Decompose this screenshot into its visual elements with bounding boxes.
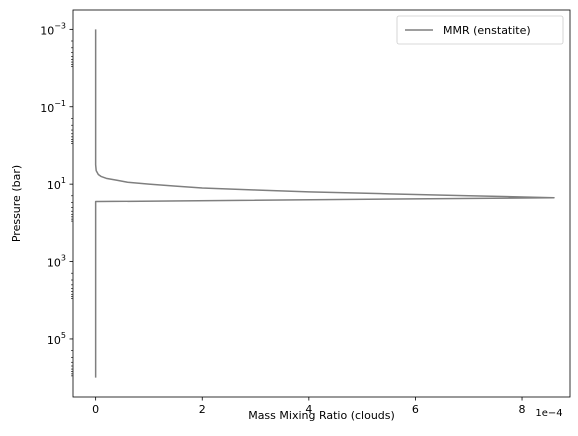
x-tick-label: 8 [519, 403, 526, 416]
x-tick-label: 2 [199, 403, 206, 416]
y-tick-label: 10−1 [40, 99, 66, 115]
x-axis-label: Mass Mixing Ratio (clouds) [248, 409, 395, 422]
y-tick-label: 101 [47, 176, 66, 192]
legend: MMR (enstatite) [396, 15, 564, 45]
series-line-enstatite [94, 29, 555, 378]
y-axis-label: Pressure (bar) [10, 165, 23, 242]
x-tick-label: 6 [412, 403, 419, 416]
y-tick-label: 103 [47, 254, 66, 270]
series-layer [94, 29, 555, 378]
y-axis-ticks: 10−3 10−1 101 103 105 [40, 21, 73, 377]
x-tick-label: 4 [305, 403, 312, 416]
y-tick-label: 10−3 [40, 21, 66, 37]
x-axis-ticks: 0 2 4 6 8 [92, 397, 526, 416]
x-axis-offset-label: 1e−4 [535, 408, 562, 419]
plot-frame [72, 9, 571, 398]
legend-label: MMR (enstatite) [443, 24, 531, 37]
x-tick-label: 0 [92, 403, 99, 416]
y-tick-label: 105 [47, 331, 66, 347]
legend-box [396, 15, 564, 45]
